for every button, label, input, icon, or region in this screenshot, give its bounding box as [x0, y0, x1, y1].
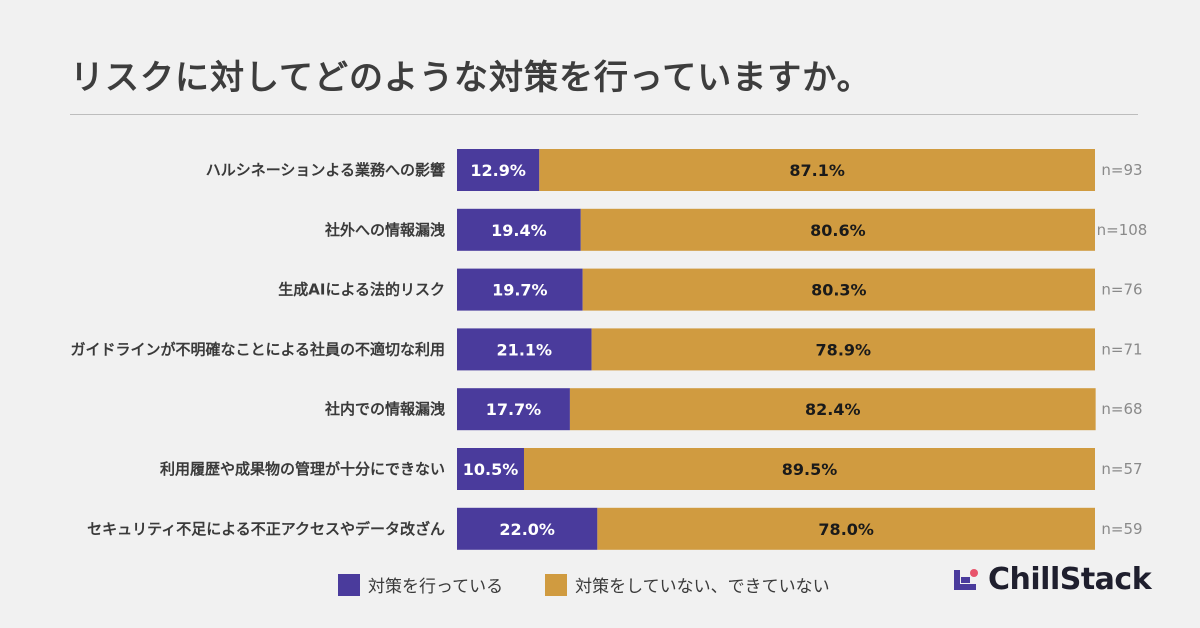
sample-size-label: n=93 [1101, 161, 1142, 179]
legend: 対策を行っている 対策をしていない、できていない [338, 572, 872, 597]
category-label: 生成AIによる法的リスク [278, 281, 445, 299]
legend-swatch-not-done [545, 573, 568, 596]
sample-size-label: n=108 [1097, 221, 1148, 239]
category-label: ハルシネーションよる業務への影響 [206, 161, 445, 179]
chart-title: リスクに対してどのような対策を行っていますか。 [70, 58, 872, 98]
data-label-done: 21.1% [497, 340, 553, 359]
sample-size-label: n=59 [1101, 520, 1142, 538]
logo-text: ChillStack [988, 562, 1152, 597]
chillstack-logo: ChillStack [952, 562, 1152, 597]
data-label-done: 17.7% [486, 400, 542, 419]
category-label: 社外への情報漏洩 [324, 221, 445, 239]
legend-label-done: 対策を行っている [368, 577, 504, 597]
stacked-bar-chart: ハルシネーションよる業務への影響 12.9% 87.1% n=93 社外への情報漏洩 19… [70, 149, 1148, 550]
legend-item-not-done: 対策をしていない、できていない [545, 572, 830, 597]
data-label-done: 19.7% [492, 281, 548, 300]
chillstack-logo-icon [954, 568, 978, 590]
data-label-not-done: 78.9% [816, 340, 872, 359]
legend-item-done: 対策を行っている [338, 572, 503, 597]
bar-segment-done [457, 328, 592, 371]
data-label-done: 22.0% [499, 520, 555, 539]
data-label-not-done: 80.3% [811, 281, 867, 300]
category-label: セキュリティ不足による不正アクセスやデータ改ざん [87, 520, 445, 538]
bar-segment-not-done [523, 448, 1095, 490]
bar-segment-not-done [580, 208, 1095, 251]
bar-segment-done [457, 149, 540, 191]
title-divider [70, 114, 1138, 115]
category-label: 利用履歴や成果物の管理が十分にできない [160, 460, 445, 478]
sample-size-label: n=57 [1101, 460, 1142, 478]
sample-size-label: n=68 [1101, 400, 1142, 418]
category-label: 社内での情報漏洩 [324, 400, 445, 418]
data-label-not-done: 78.0% [818, 520, 874, 539]
bar-segment-not-done [569, 388, 1096, 431]
sample-size-label: n=71 [1101, 340, 1142, 358]
bar-segment-done [457, 388, 570, 431]
bar-segment-not-done [591, 328, 1095, 371]
bar-segment-done [457, 448, 524, 490]
data-label-not-done: 80.6% [810, 221, 866, 240]
bar-segment-done [457, 507, 598, 550]
data-label-done: 12.9% [470, 161, 526, 180]
data-label-done: 10.5% [463, 460, 519, 479]
legend-label-not-done: 対策をしていない、できていない [575, 577, 830, 597]
data-label-not-done: 87.1% [789, 161, 845, 180]
bar-segment-not-done [597, 507, 1095, 550]
sample-size-label: n=76 [1101, 281, 1142, 299]
bar-segment-not-done [582, 268, 1095, 311]
data-label-done: 19.4% [491, 221, 547, 240]
bar-segment-not-done [539, 149, 1095, 191]
data-label-not-done: 89.5% [782, 460, 838, 479]
category-label: ガイドラインが不明確なことによる社員の不適切な利用 [70, 340, 445, 358]
data-label-not-done: 82.4% [805, 400, 861, 419]
bar-segment-done [457, 208, 581, 251]
legend-swatch-done [338, 573, 360, 596]
bar-segment-done [457, 268, 583, 311]
